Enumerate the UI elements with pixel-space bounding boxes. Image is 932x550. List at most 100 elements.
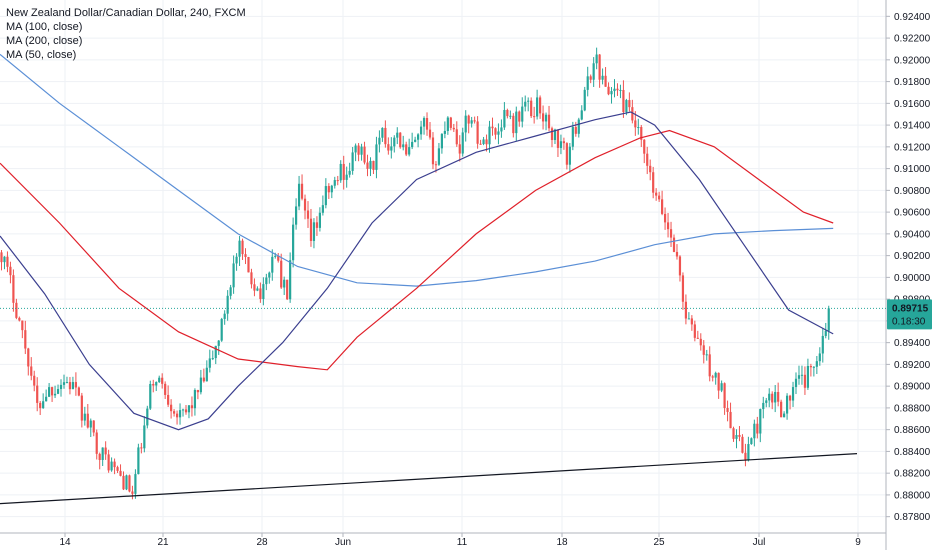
last-price-label: 0.89715: [892, 303, 929, 314]
candle-body: [119, 470, 122, 476]
candle-body: [402, 144, 405, 148]
ma-200-line: [0, 53, 834, 287]
y-tick-label-1: 0.88000: [894, 490, 931, 501]
candle-body: [422, 118, 426, 127]
candle-body: [265, 277, 268, 285]
candle-body: [592, 63, 595, 80]
candle-body: [137, 447, 140, 475]
candle-body: [574, 126, 577, 134]
candle-body: [48, 387, 51, 397]
candle-body: [750, 438, 753, 445]
candle-body: [271, 256, 274, 273]
candle-body: [89, 420, 92, 428]
candle-body: [348, 170, 351, 175]
candle-body: [116, 467, 119, 471]
candle-body: [164, 383, 167, 395]
candle-body: [544, 114, 548, 122]
candle-body: [244, 254, 247, 258]
candle-body: [827, 308, 830, 331]
candle-body: [634, 120, 637, 128]
candle-body: [134, 474, 137, 494]
candle-body: [33, 375, 36, 386]
candle-body: [363, 146, 366, 163]
candle-body: [723, 383, 726, 409]
candle-body: [675, 251, 679, 257]
candle-body: [562, 141, 566, 144]
candle-body: [637, 127, 640, 129]
candle-body: [437, 148, 441, 165]
candle-body: [140, 447, 143, 449]
candle-body: [268, 272, 271, 278]
candle-body: [50, 387, 54, 396]
candle-body: [98, 453, 101, 460]
trendline: [0, 452, 858, 505]
candle-body: [443, 130, 446, 134]
candle-body: [699, 338, 702, 346]
y-tick-label-20: 0.91800: [894, 77, 931, 88]
candle-body: [491, 126, 494, 129]
candle-body: [818, 353, 821, 362]
candle-body: [324, 186, 327, 206]
candle-body: [327, 186, 330, 193]
candle-body: [527, 100, 530, 102]
candle-body: [196, 390, 199, 393]
candle-body: [122, 475, 125, 490]
candle-body: [479, 143, 482, 145]
candle-body: [458, 144, 461, 154]
candle-body: [211, 358, 214, 360]
candle-body: [628, 100, 631, 108]
candle-body: [780, 401, 783, 418]
candle-body: [283, 279, 286, 288]
candle-body: [110, 461, 113, 471]
candle-body: [550, 128, 554, 140]
candle-body: [330, 185, 333, 193]
candle-body: [500, 127, 503, 132]
candle-body: [806, 366, 810, 388]
y-tick-label-15: 0.90800: [894, 186, 931, 197]
candle-body: [9, 266, 12, 276]
candle-body: [193, 390, 197, 409]
candle-body: [280, 260, 283, 288]
y-tick-label-2: 0.88200: [894, 469, 931, 480]
candle-body: [824, 330, 827, 336]
candle-body: [687, 318, 690, 320]
candle-body: [714, 372, 717, 378]
candle-body: [95, 432, 98, 454]
candle-body: [762, 402, 765, 410]
candle-body: [62, 382, 66, 385]
candle-body: [815, 361, 818, 367]
candle-body: [217, 340, 220, 346]
candle-body: [259, 288, 262, 300]
y-tick-label-14: 0.90600: [894, 208, 931, 219]
y-tick-label-5: 0.88800: [894, 403, 931, 414]
candle-body: [131, 491, 134, 494]
candle-body: [143, 425, 146, 449]
candle-body: [167, 394, 170, 405]
candle-body: [318, 212, 321, 228]
candle-body: [414, 139, 417, 142]
candle-body: [86, 413, 89, 428]
candle-body: [607, 86, 610, 95]
candle-body: [425, 118, 429, 130]
candle-body: [36, 385, 39, 403]
candle-body: [652, 172, 655, 193]
candle-body: [101, 447, 104, 460]
candle-body: [482, 139, 485, 145]
x-tick-label-0: 14: [59, 537, 71, 548]
chart-title: New Zealand Dollar/Canadian Dollar, 240,…: [6, 7, 246, 19]
candle-body: [518, 111, 521, 122]
candle-body: [232, 263, 235, 288]
candle-body: [149, 383, 152, 409]
candle-body: [419, 126, 423, 135]
candle-body: [274, 255, 277, 257]
candle-body: [214, 345, 217, 359]
candle-body: [461, 132, 464, 154]
candle-body: [556, 129, 560, 148]
y-tick-label-17: 0.91200: [894, 142, 931, 153]
candle-body: [661, 199, 664, 214]
y-tick-label-21: 0.92000: [894, 55, 931, 66]
candle-body: [521, 106, 524, 122]
candle-body: [794, 378, 798, 388]
